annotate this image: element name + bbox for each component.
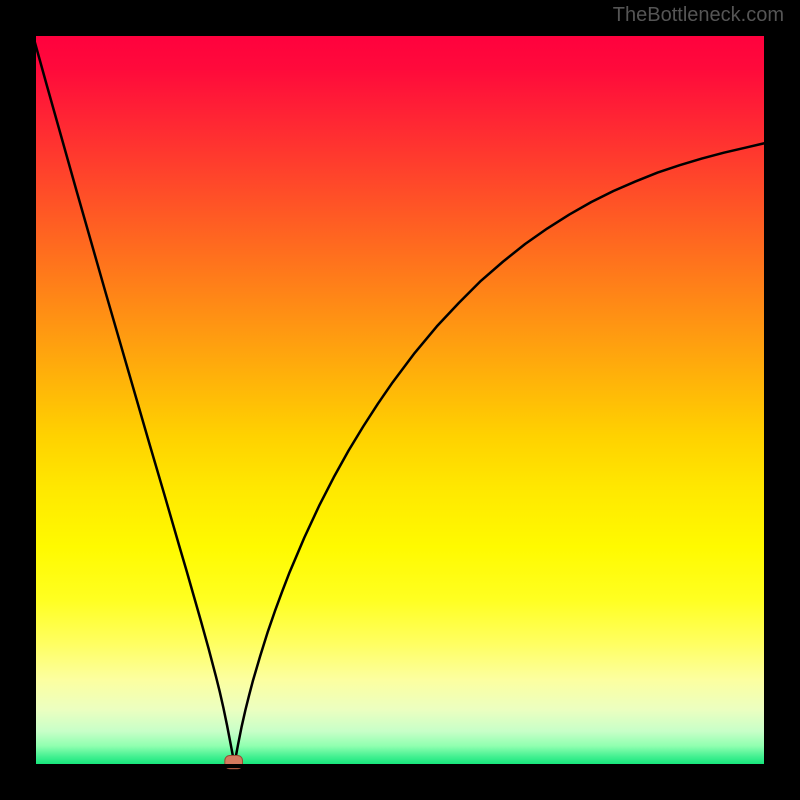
watermark-text: TheBottleneck.com <box>613 4 784 27</box>
chart-container: TheBottleneck.com <box>0 0 800 800</box>
minimum-marker <box>225 755 243 768</box>
plot-svg <box>0 0 800 800</box>
bottleneck-curve <box>32 32 768 768</box>
